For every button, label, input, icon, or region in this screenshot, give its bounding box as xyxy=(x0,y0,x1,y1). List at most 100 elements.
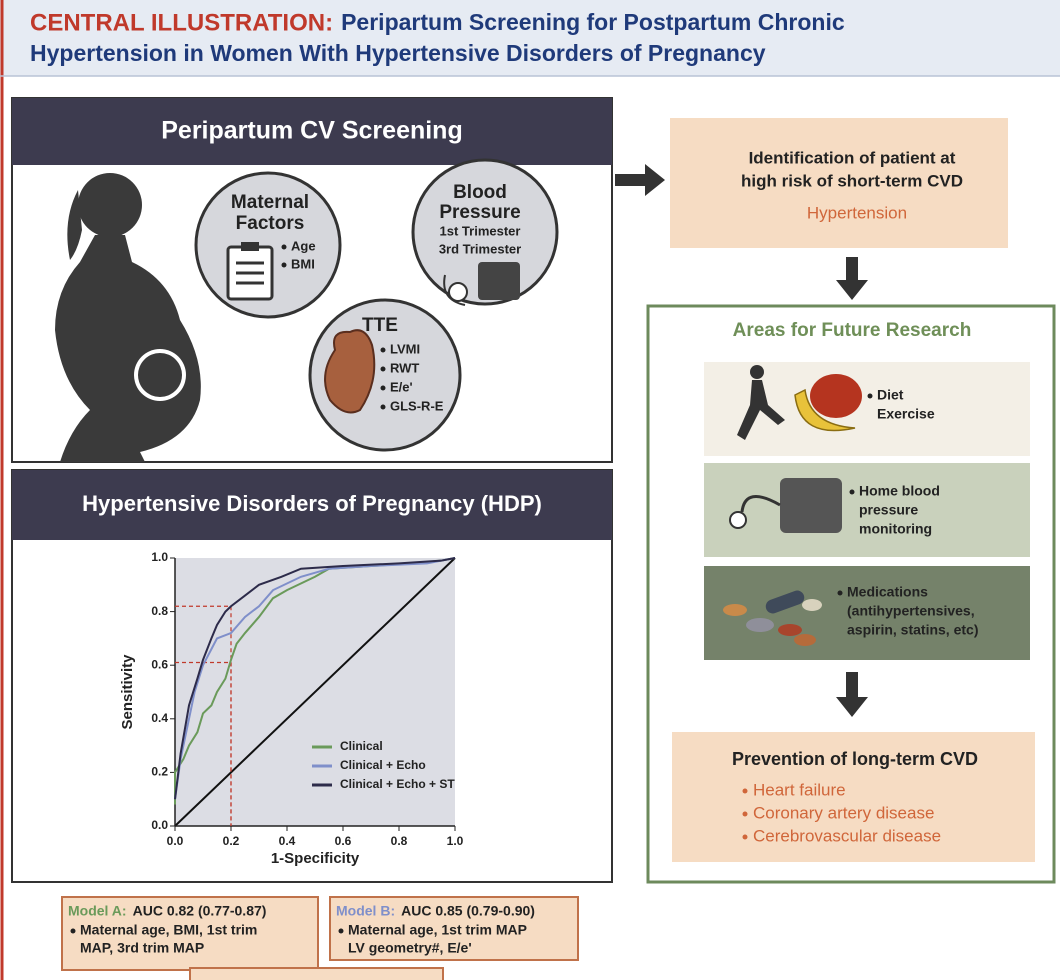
legend-label: Clinical + Echo xyxy=(340,758,426,772)
bp-gauge-icon xyxy=(448,282,468,302)
model-box xyxy=(189,967,444,980)
clipboard-clip xyxy=(241,242,259,251)
arrow-down xyxy=(836,672,868,717)
bp-gauge-icon xyxy=(729,511,747,529)
section-title: Peripartum CV Screening xyxy=(161,117,462,145)
bullet xyxy=(281,262,287,268)
research-panel xyxy=(704,463,1030,557)
x-tick-label: 1.0 xyxy=(447,834,464,848)
x-axis-label: 1-Specificity xyxy=(271,850,360,867)
heart-icon xyxy=(324,329,376,414)
circle-title: Pressure xyxy=(439,202,520,223)
circle-title: Factors xyxy=(236,213,305,234)
y-tick-label: 0.2 xyxy=(151,765,168,779)
research-panel xyxy=(704,566,1030,660)
banana-icon xyxy=(794,388,856,432)
prevention-title: Prevention of long-term CVD xyxy=(732,749,978,769)
bullet xyxy=(742,811,748,817)
header-band xyxy=(0,0,1060,76)
fetus xyxy=(138,353,182,397)
clipboard-lines xyxy=(236,261,264,285)
model-line: Maternal age, BMI, 1st trim xyxy=(80,922,257,938)
hdp-header xyxy=(12,470,612,540)
model-line: MAP, 3rd trim MAP xyxy=(80,940,204,956)
legend-label: Clinical xyxy=(340,739,383,753)
model-name: Model A: xyxy=(68,903,127,919)
research-item: Home blood xyxy=(859,483,940,499)
bullet xyxy=(849,489,855,495)
roc-curve xyxy=(174,557,456,800)
x-tick-label: 0.4 xyxy=(279,834,296,848)
identification-box xyxy=(670,118,1008,248)
research-item: aspirin, statins, etc) xyxy=(847,622,978,638)
circle-item: E/e' xyxy=(390,379,413,394)
circle-title: TTE xyxy=(362,315,398,336)
arrow-right xyxy=(615,164,665,196)
arrow-down xyxy=(836,257,868,300)
bullet xyxy=(380,404,386,410)
pregnant-silhouette xyxy=(55,173,201,462)
bullet xyxy=(380,347,386,353)
prevention-item: Heart failure xyxy=(753,780,846,799)
apple-icon xyxy=(810,374,862,418)
legend-label: Clinical + Echo + ST xyxy=(340,777,455,791)
prevention-item: Cerebrovascular disease xyxy=(753,826,941,845)
circle-item: Age xyxy=(291,238,316,253)
research-item: pressure xyxy=(859,502,918,518)
model-box xyxy=(329,896,579,961)
header-title: Hypertension in Women With Hypertensive … xyxy=(30,40,766,66)
research-item: monitoring xyxy=(859,521,932,537)
bp-tube xyxy=(740,495,781,513)
prevention-item: Coronary artery disease xyxy=(753,803,934,822)
model-name: Model B: xyxy=(336,903,395,919)
bullet xyxy=(70,928,76,934)
screening-header xyxy=(12,98,612,165)
y-tick-label: 0.8 xyxy=(151,604,168,618)
circle-item: RWT xyxy=(390,360,419,375)
y-axis-label: Sensitivity xyxy=(119,654,136,730)
model-auc: AUC 0.82 (0.77-0.87) xyxy=(133,903,267,919)
research-item: Medications xyxy=(847,584,928,600)
model-auc: AUC 0.85 (0.79-0.90) xyxy=(401,903,535,919)
runner-icon xyxy=(737,365,785,440)
bullet xyxy=(380,366,386,372)
research-item: Diet xyxy=(877,387,904,403)
box-text: Identification of patient at xyxy=(749,148,956,167)
bullet xyxy=(837,590,843,596)
x-tick-label: 0.2 xyxy=(223,834,240,848)
circle-title: Blood xyxy=(453,182,507,203)
circle-item: LVMI xyxy=(390,341,420,356)
bp-tube xyxy=(443,274,466,306)
model-box xyxy=(61,896,319,971)
header-title: Peripartum Screening for Postpartum Chro… xyxy=(341,9,845,35)
bp-cuff-icon xyxy=(780,478,842,533)
pills-icon xyxy=(723,590,822,646)
research-item: (antihypertensives, xyxy=(847,603,975,619)
x-tick-label: 0.8 xyxy=(391,834,408,848)
y-tick-label: 1.0 xyxy=(151,550,168,564)
bp-cuff-icon xyxy=(478,262,520,300)
box-text: high risk of short-term CVD xyxy=(741,171,963,190)
model-line: Maternal age, 1st trim MAP xyxy=(348,922,527,938)
bullet xyxy=(380,385,386,391)
y-tick-label: 0.4 xyxy=(151,711,168,725)
bullet xyxy=(742,788,748,794)
circle-item: 1st Trimester xyxy=(440,223,521,238)
prevention-box xyxy=(672,732,1035,862)
y-tick-label: 0.0 xyxy=(151,818,168,832)
x-tick-label: 0.6 xyxy=(335,834,352,848)
bp-circle xyxy=(411,158,559,306)
bullet xyxy=(742,834,748,840)
header-label: CENTRAL ILLUSTRATION: xyxy=(30,9,333,36)
roc-curve xyxy=(174,557,456,800)
circle-title: Maternal xyxy=(231,192,309,213)
y-tick-label: 0.6 xyxy=(151,657,168,671)
bullet xyxy=(281,244,287,250)
section-title: Hypertensive Disorders of Pregnancy (HDP… xyxy=(82,491,542,516)
research-title: Areas for Future Research xyxy=(733,320,972,341)
bullet xyxy=(338,928,344,934)
x-tick-label: 0.0 xyxy=(167,834,184,848)
model-line: LV geometry#, E/e' xyxy=(348,940,472,956)
bullet xyxy=(867,393,873,399)
